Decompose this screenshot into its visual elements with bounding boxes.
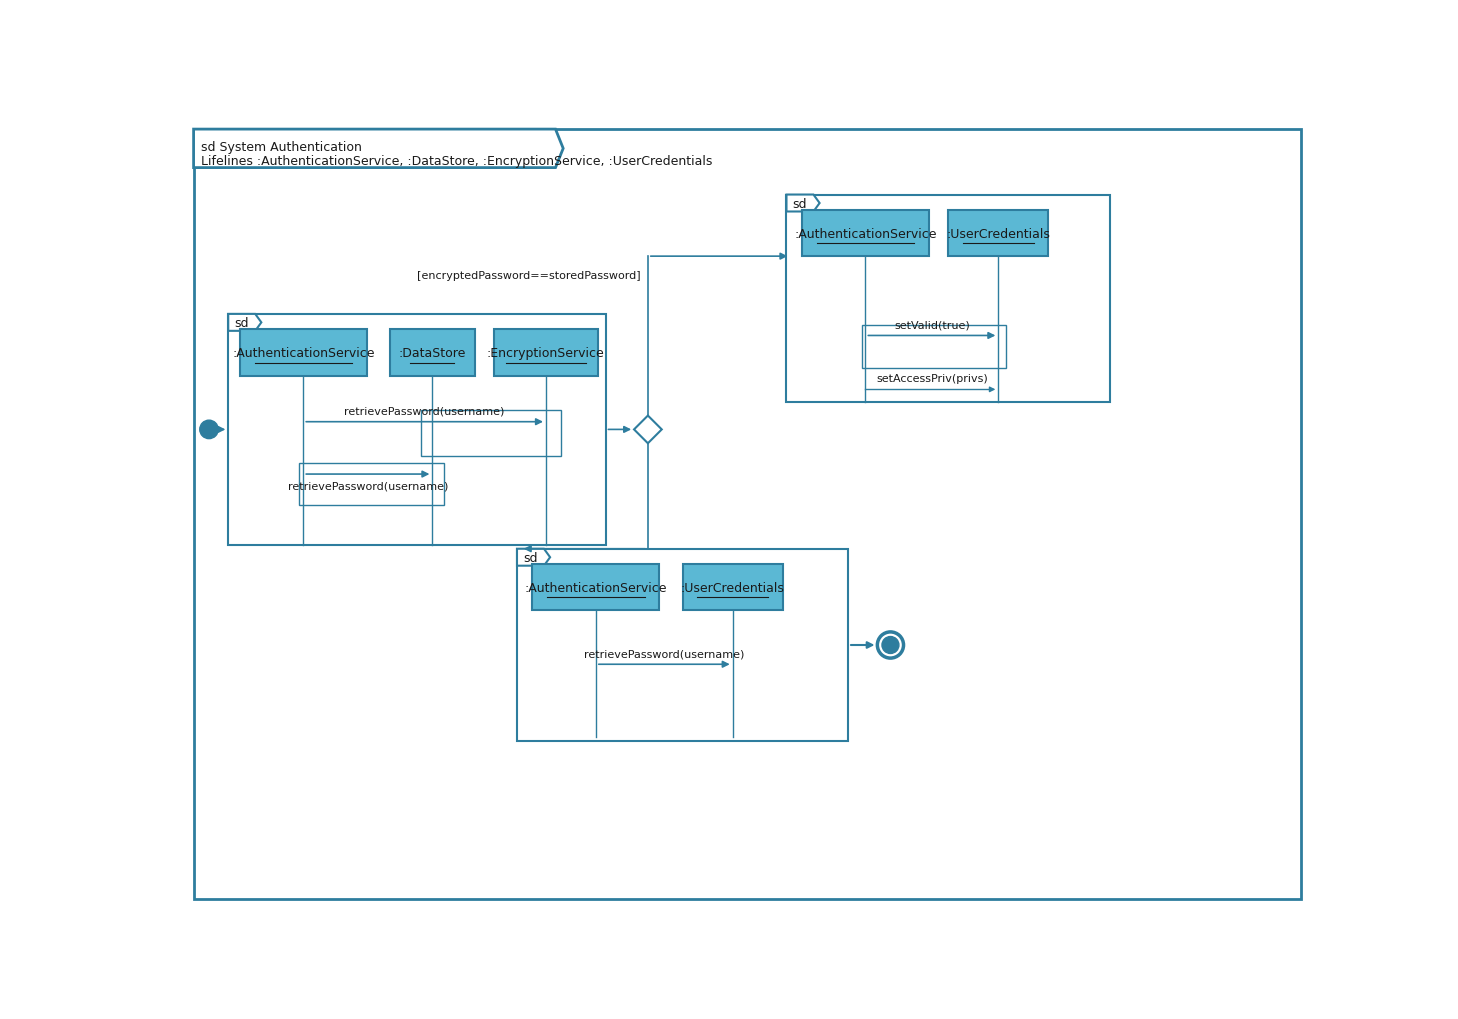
Text: :AuthenticationService: :AuthenticationService	[232, 346, 375, 360]
Bar	[802, 211, 929, 257]
Bar	[494, 330, 598, 376]
Bar	[389, 330, 475, 376]
Polygon shape	[786, 196, 819, 212]
Text: sd: sd	[523, 551, 538, 565]
Text: sd System Authentication: sd System Authentication	[201, 141, 362, 154]
Polygon shape	[229, 315, 261, 331]
Text: :EncryptionService: :EncryptionService	[487, 346, 605, 360]
Polygon shape	[194, 130, 563, 168]
Circle shape	[882, 637, 900, 654]
Bar	[786, 196, 1110, 404]
Text: retrievePassword(username): retrievePassword(username)	[287, 481, 448, 491]
Bar	[229, 315, 605, 545]
Bar	[532, 565, 659, 610]
Bar	[518, 549, 849, 742]
Circle shape	[200, 421, 219, 439]
Bar	[299, 463, 443, 505]
Bar	[862, 326, 1006, 369]
Text: setValid(true): setValid(true)	[894, 320, 970, 330]
Bar	[421, 411, 561, 457]
Polygon shape	[634, 416, 662, 444]
Text: :AuthenticationService: :AuthenticationService	[795, 227, 936, 240]
Text: retrievePassword(username): retrievePassword(username)	[344, 407, 504, 416]
Text: :UserCredentials: :UserCredentials	[681, 581, 784, 594]
Text: setAccessPriv(privs): setAccessPriv(privs)	[876, 374, 987, 384]
Text: :UserCredentials: :UserCredentials	[946, 227, 1050, 240]
Text: [encryptedPassword==storedPassword]: [encryptedPassword==storedPassword]	[417, 271, 640, 281]
Circle shape	[878, 632, 904, 658]
Text: sd: sd	[235, 317, 249, 329]
Text: Lifelines :AuthenticationService, :DataStore, :EncryptionService, :UserCredentia: Lifelines :AuthenticationService, :DataS…	[201, 155, 713, 167]
Bar	[682, 565, 783, 610]
Polygon shape	[518, 549, 550, 567]
Bar	[948, 211, 1048, 257]
Bar	[239, 330, 367, 376]
Text: sd: sd	[793, 198, 808, 210]
Text: :DataStore: :DataStore	[398, 346, 467, 360]
Text: retrievePassword(username): retrievePassword(username)	[585, 648, 745, 658]
Text: :AuthenticationService: :AuthenticationService	[525, 581, 668, 594]
